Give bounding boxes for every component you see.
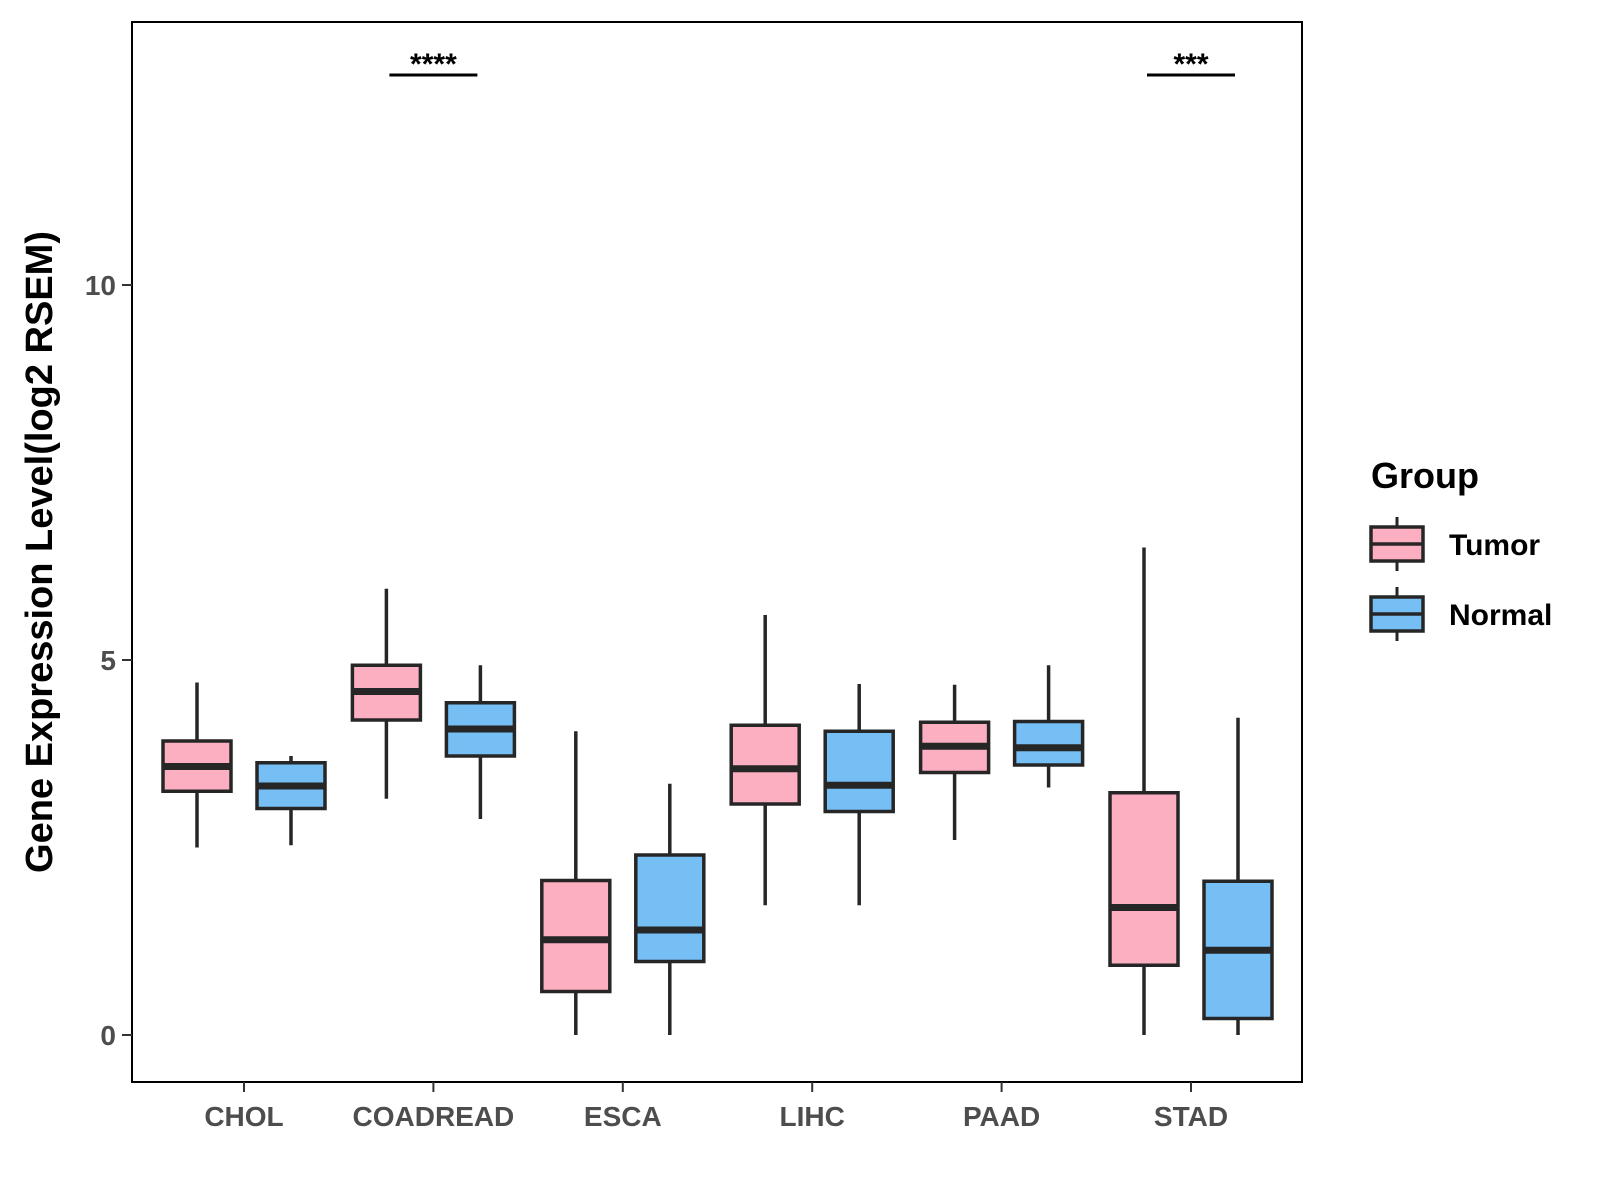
box-tumor-lihc — [729, 615, 801, 906]
box-normal-stad — [1202, 717, 1274, 1035]
legend-label-tumor: Tumor — [1449, 529, 1540, 562]
box-normal-esca — [634, 783, 706, 1035]
x-tick-label: LIHC — [780, 1101, 845, 1132]
box-normal-paad — [1012, 665, 1085, 788]
box-tumor-coadread — [350, 588, 423, 799]
box-body — [634, 853, 706, 964]
y-tick-label: 0 — [100, 1020, 116, 1051]
box-tumor-esca — [540, 731, 612, 1035]
box-body — [1108, 791, 1180, 967]
x-tick-label: CHOL — [204, 1101, 283, 1132]
box-tumor-paad — [918, 684, 991, 840]
box-body — [823, 729, 895, 814]
significance-label: **** — [410, 48, 457, 81]
box-body — [729, 723, 801, 806]
box-tumor-chol — [161, 682, 233, 848]
box-normal-lihc — [823, 684, 895, 906]
box-normal-coadread — [444, 665, 517, 819]
legend-label-normal: Normal — [1449, 599, 1552, 632]
box-body — [540, 878, 612, 994]
y-axis-title: Gene Expression Level(log2 RSEM) — [19, 231, 61, 873]
box-tumor-stad — [1108, 547, 1180, 1035]
box-normal-chol — [255, 756, 327, 846]
plot-panel — [131, 21, 1303, 1083]
legend-key-normal — [1369, 587, 1425, 641]
y-tick-label: 10 — [85, 270, 116, 301]
legend-title: Group — [1371, 455, 1479, 496]
x-tick-label: STAD — [1154, 1101, 1228, 1132]
x-tick-label: ESCA — [584, 1101, 662, 1132]
legend-key-tumor — [1369, 517, 1425, 571]
x-tick-label: COADREAD — [353, 1101, 515, 1132]
significance-label: *** — [1173, 48, 1208, 81]
box-body — [1012, 719, 1085, 767]
x-tick-label: PAAD — [963, 1101, 1040, 1132]
y-tick-label: 5 — [100, 645, 116, 676]
